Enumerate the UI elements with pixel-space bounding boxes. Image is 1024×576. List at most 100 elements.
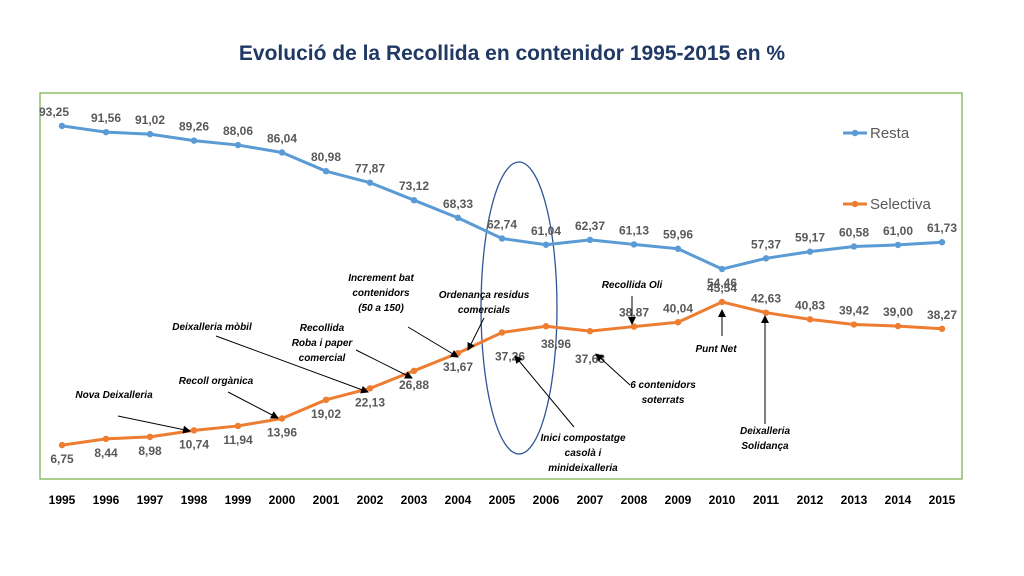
- annotation-arrow-increment-contenidors: [407, 326, 459, 358]
- data-label-selectiva: 42,63: [751, 292, 781, 306]
- data-point-selectiva: [894, 322, 902, 330]
- legend-marker-resta: [851, 129, 859, 137]
- x-tick-label: 2007: [577, 493, 604, 507]
- data-label-resta: 86,04: [267, 132, 297, 146]
- x-tick-label: 2003: [401, 493, 428, 507]
- annotation-recoll-organica: Recoll orgànica: [179, 376, 254, 387]
- data-label-selectiva: 22,13: [355, 395, 385, 409]
- data-point-selectiva: [542, 323, 550, 330]
- annotation-arrow-inici-compostatge: [514, 355, 575, 428]
- chart-title: Evolució de la Recollida en contenidor 1…: [238, 42, 786, 65]
- x-tick-label: 2011: [753, 493, 779, 507]
- data-point-selectiva: [718, 298, 726, 306]
- data-point-resta: [806, 248, 814, 255]
- data-label-selectiva: 38,96: [541, 337, 571, 351]
- data-point-resta: [146, 130, 154, 138]
- data-point-resta: [278, 149, 286, 156]
- data-label-resta: 57,37: [751, 237, 781, 251]
- data-point-resta: [366, 179, 374, 186]
- annotation-recollida-oli: Recollida Oli: [602, 280, 663, 291]
- data-point-resta: [674, 245, 682, 252]
- data-label-selectiva: 38,87: [619, 306, 649, 320]
- data-label-selectiva: 31,67: [443, 360, 473, 374]
- x-tick-label: 2015: [929, 493, 956, 507]
- data-point-resta: [234, 141, 242, 149]
- x-tick-label: 1998: [181, 493, 208, 507]
- data-point-resta: [894, 241, 902, 249]
- data-point-selectiva: [586, 327, 594, 335]
- data-label-resta: 93,25: [39, 105, 69, 119]
- data-label-resta: 61,00: [883, 224, 913, 238]
- x-tick-label: 2012: [797, 493, 824, 507]
- data-label-resta: 62,74: [487, 217, 517, 231]
- data-label-resta: 61,13: [619, 223, 649, 237]
- data-label-selectiva: 26,88: [399, 378, 429, 392]
- data-label-resta: 60,58: [839, 225, 869, 239]
- data-label-resta: 61,04: [531, 224, 561, 238]
- data-point-selectiva: [366, 385, 374, 392]
- data-label-selectiva: 37,63: [575, 352, 605, 366]
- x-tick-label: 2006: [533, 493, 560, 507]
- data-label-selectiva: 6,75: [50, 452, 74, 466]
- annotation-arrow-nova-deixalleria: [117, 415, 191, 434]
- x-tick-label: 1995: [49, 493, 76, 507]
- data-label-resta: 77,87: [355, 162, 385, 176]
- annotation-arrow-recollida-roba: [355, 349, 413, 379]
- data-label-resta: 54,46: [707, 276, 737, 290]
- series-line-resta: [61, 124, 943, 271]
- data-label-selectiva: 39,00: [883, 305, 913, 319]
- data-point-selectiva: [674, 319, 682, 326]
- data-point-selectiva: [322, 396, 330, 404]
- x-tick-label: 2005: [489, 493, 516, 507]
- data-point-selectiva: [410, 367, 418, 375]
- annotation-ordenanca-residus: Ordenança residus comercials: [439, 290, 530, 316]
- x-tick-label: 2001: [313, 493, 340, 507]
- x-tick-label: 2008: [621, 493, 648, 507]
- data-label-selectiva: 39,42: [839, 304, 869, 318]
- data-label-selectiva: 10,74: [179, 437, 209, 451]
- annotation-contenidors-soterrats: 6 contenidors soterrats: [630, 380, 696, 406]
- data-label-selectiva: 13,96: [267, 425, 297, 439]
- data-point-selectiva: [278, 415, 286, 422]
- x-tick-label: 2010: [709, 493, 736, 507]
- x-tick-label: 2000: [269, 493, 296, 507]
- data-label-resta: 80,98: [311, 150, 341, 164]
- data-label-resta: 59,96: [663, 228, 693, 242]
- annotation-arrow-recoll-organica: [227, 391, 279, 419]
- annotation-nova-deixalleria: Nova Deixalleria: [75, 390, 153, 401]
- data-point-resta: [498, 235, 506, 242]
- data-point-resta: [322, 167, 330, 175]
- data-label-resta: 73,12: [399, 179, 429, 193]
- data-label-selectiva: 45,54: [707, 281, 737, 295]
- data-point-resta: [586, 236, 594, 244]
- data-label-resta: 91,02: [135, 113, 165, 127]
- annotation-arrow-contenidors-soterrats: [595, 353, 631, 386]
- data-point-selectiva: [102, 435, 110, 443]
- data-label-resta: 89,26: [179, 120, 209, 134]
- data-point-resta: [762, 255, 770, 262]
- data-label-selectiva: 11,94: [223, 433, 253, 447]
- data-point-selectiva: [58, 441, 66, 449]
- annotation-punt-net: Punt Net: [695, 344, 737, 355]
- data-point-resta: [938, 239, 946, 246]
- data-point-selectiva: [234, 422, 242, 430]
- x-tick-label: 1997: [137, 493, 164, 507]
- x-tick-label: 2002: [357, 493, 384, 507]
- data-point-selectiva: [146, 433, 154, 441]
- x-tick-label: 1999: [225, 493, 252, 507]
- data-point-selectiva: [498, 329, 506, 336]
- data-label-selectiva: 38,27: [927, 308, 957, 322]
- annotation-deixalleria-solidanca: Deixalleria Solidança: [740, 426, 790, 452]
- plot-area-border: [39, 92, 963, 480]
- data-point-resta: [454, 214, 462, 222]
- data-label-resta: 91,56: [91, 111, 121, 125]
- legend-marker-selectiva: [851, 200, 859, 208]
- data-label-selectiva: 19,02: [311, 407, 341, 421]
- data-label-selectiva: 37,26: [495, 350, 525, 364]
- data-point-selectiva: [806, 316, 814, 323]
- data-point-resta: [190, 137, 198, 144]
- data-point-resta: [718, 265, 726, 273]
- annotation-recollida-roba: Recollida Roba i paper comercial: [292, 323, 354, 364]
- data-label-resta: 68,33: [443, 197, 473, 211]
